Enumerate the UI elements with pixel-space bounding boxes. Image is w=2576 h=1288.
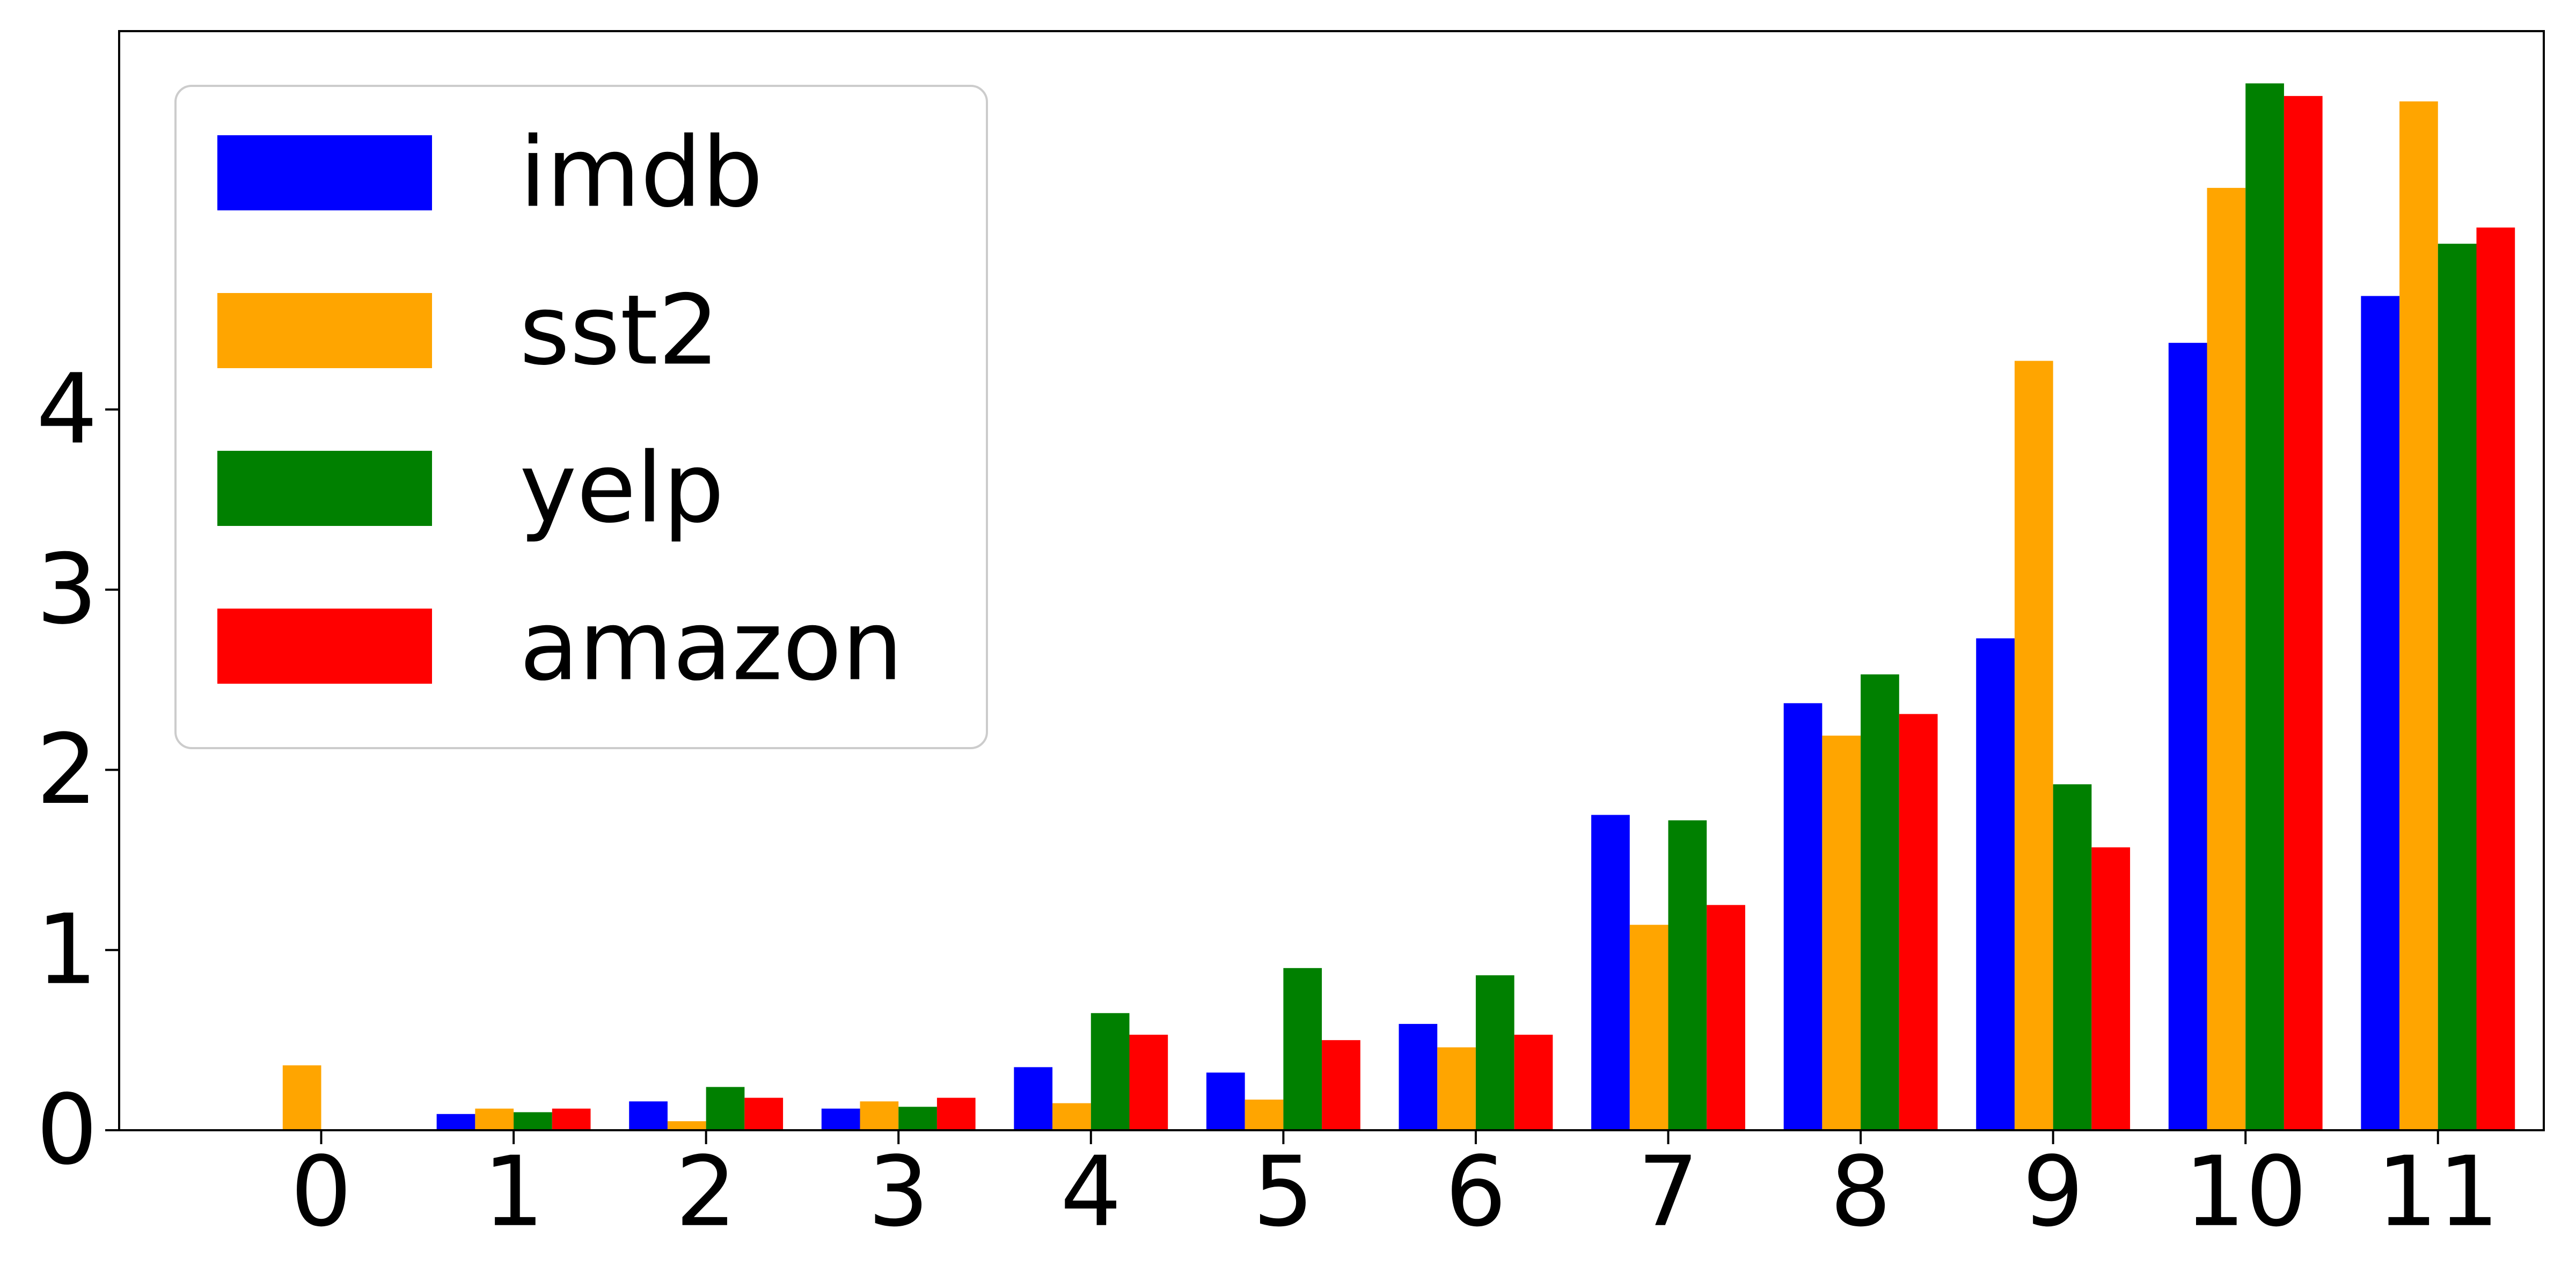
bar-amazon-10 [2284,96,2323,1130]
bar-sst2-10 [2207,188,2246,1130]
bar-imdb-1 [436,1114,475,1130]
bar-amazon-2 [744,1097,784,1130]
x-tick-label: 6 [1445,1136,1507,1248]
y-tick-label: 4 [36,354,98,466]
bar-sst2-4 [1052,1103,1091,1130]
y-axis: 0 1 2 3 4 [36,354,119,1187]
bars-layer [282,83,2515,1131]
x-tick-label: 9 [2022,1136,2084,1248]
bar-sst2-0 [282,1065,321,1130]
bar-amazon-9 [2091,847,2131,1130]
x-tick-label: 1 [483,1136,545,1248]
legend-swatch-sst2 [217,293,432,368]
y-tick-label: 2 [36,714,98,826]
bar-imdb-3 [821,1108,860,1130]
bar-imdb-6 [1399,1023,1438,1130]
bar-imdb-8 [1783,703,1823,1130]
x-tick-label: 3 [868,1136,930,1248]
bar-yelp-7 [1668,820,1707,1130]
bar-amazon-4 [1129,1035,1168,1130]
bar-imdb-2 [629,1101,668,1130]
bar-sst2-1 [475,1108,514,1130]
bar-amazon-3 [936,1097,976,1130]
legend-box [174,85,988,749]
bar-imdb-10 [2168,342,2207,1131]
legend-label-yelp: yelp [519,433,724,545]
legend-label-sst2: sst2 [519,275,720,387]
legend-label-imdb: imdb [519,117,763,229]
bar-yelp-6 [1475,975,1514,1130]
bar-yelp-2 [706,1087,745,1130]
legend-swatch-imdb [217,135,432,210]
bar-amazon-5 [1322,1040,1360,1130]
bar-yelp-5 [1283,968,1322,1130]
x-tick-label: 10 [2184,1136,2307,1248]
legend-label-amazon: amazon [519,590,903,702]
bar-imdb-9 [1976,638,2015,1130]
bar-sst2-11 [2399,101,2438,1130]
bar-sst2-6 [1437,1047,1476,1130]
bar-imdb-4 [1014,1067,1053,1130]
bar-yelp-3 [898,1107,937,1130]
plot-frame [118,30,2545,1131]
bar-amazon-7 [1707,905,1745,1130]
bar-amazon-1 [552,1108,591,1130]
bar-yelp-4 [1091,1013,1130,1130]
y-tick-label: 3 [36,533,98,646]
bar-sst2-8 [1822,735,1861,1130]
x-tick-label: 2 [675,1136,737,1248]
y-tick-label: 0 [36,1074,98,1187]
bar-yelp-1 [514,1112,552,1130]
bar-amazon-8 [1899,714,1938,1130]
bar-yelp-11 [2438,244,2477,1130]
legend-swatch-yelp [217,451,432,526]
x-tick-label: 8 [1830,1136,1892,1248]
bar-imdb-5 [1206,1072,1245,1130]
x-tick-label: 5 [1253,1136,1314,1248]
bar-imdb-11 [2361,296,2400,1130]
bar-sst2-7 [1629,925,1668,1130]
x-tick-label: 4 [1060,1136,1122,1248]
bar-yelp-10 [2245,83,2284,1131]
bar-amazon-11 [2476,227,2515,1130]
bar-sst2-5 [1245,1099,1284,1130]
legend-swatch-amazon [217,609,432,684]
legend: imdb sst2 yelp amazon [174,85,988,749]
bar-imdb-7 [1591,815,1630,1130]
bar-sst2-9 [2014,361,2053,1130]
x-tick-label: 7 [1637,1136,1699,1248]
x-tick-label: 11 [2376,1136,2499,1248]
bar-yelp-9 [2053,784,2092,1130]
x-tick-label: 0 [290,1136,352,1248]
bar-amazon-6 [1514,1035,1553,1130]
x-axis: 0 1 2 3 4 5 6 7 8 9 10 11 [290,1130,2499,1248]
bar-sst2-2 [667,1121,706,1130]
y-tick-label: 1 [36,894,98,1006]
bar-yelp-8 [1861,674,1899,1130]
bar-sst2-3 [860,1101,899,1130]
